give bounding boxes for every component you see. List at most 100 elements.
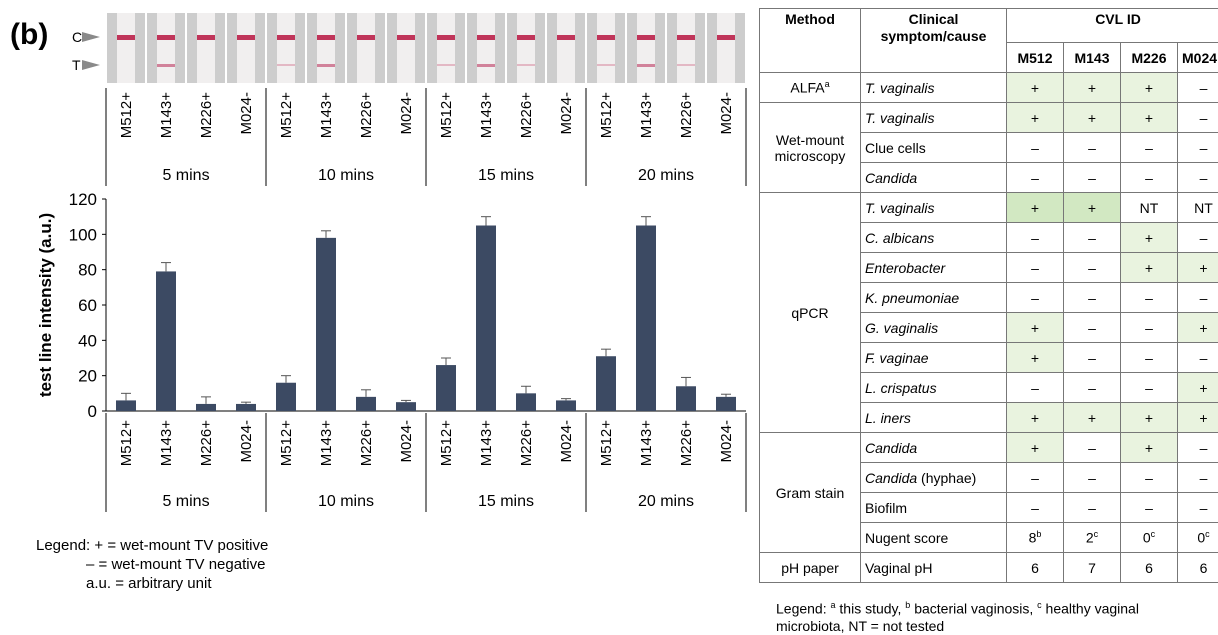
result-cell: – [1007, 223, 1064, 253]
result-cell: + [1121, 403, 1178, 433]
category-tick-label: M226+ [358, 92, 375, 139]
strip-test-line [517, 64, 535, 66]
strip-membrane [397, 13, 415, 83]
category-tick-label: M226+ [518, 92, 535, 139]
strip-control-line [397, 35, 415, 40]
symptom-cell: K. pneumoniae [861, 283, 1007, 313]
footnote-sup: c [1205, 529, 1210, 539]
method-cell: Gram stain [760, 433, 861, 553]
symptom-cell: Nugent score [861, 523, 1007, 553]
strip-control-line [357, 35, 375, 40]
footnote-sup: b [905, 600, 910, 610]
result-cell: + [1064, 103, 1121, 133]
result-cell: + [1007, 73, 1064, 103]
strip-control-line [317, 35, 335, 40]
strip-control-line [517, 35, 535, 40]
category-tick-label: M024- [718, 92, 735, 135]
footnote-sup: c [1151, 529, 1156, 539]
method-cell: Wet-mount microscopy [760, 103, 861, 193]
result-cell: – [1178, 163, 1218, 193]
result-cell: NT [1121, 193, 1178, 223]
result-cell: + [1178, 253, 1218, 283]
strip-membrane [157, 13, 175, 83]
symptom-cell: Clue cells [861, 133, 1007, 163]
result-cell: – [1064, 493, 1121, 523]
footnote-sup: b [1036, 529, 1041, 539]
category-tick-label: M512+ [438, 420, 455, 467]
result-cell: + [1178, 403, 1218, 433]
result-cell: – [1178, 433, 1218, 463]
bar [116, 400, 136, 411]
y-tick-label: 100 [69, 225, 97, 244]
category-tick-label: M226+ [198, 92, 215, 139]
category-tick-label: M024- [398, 92, 415, 135]
method-cell: qPCR [760, 193, 861, 433]
y-tick-label: 40 [78, 331, 97, 350]
category-tick-label: M143+ [478, 92, 495, 139]
result-cell: – [1007, 163, 1064, 193]
chart-legend-line-2: – = wet-mount TV negative [36, 555, 268, 574]
strip-control-line [717, 35, 735, 40]
result-cell: + [1007, 433, 1064, 463]
category-tick-label: M226+ [358, 420, 375, 467]
symptom-cell: L. crispatus [861, 373, 1007, 403]
bar [396, 402, 416, 411]
strip-membrane [197, 13, 215, 83]
bar [636, 226, 656, 412]
bar [716, 397, 736, 411]
result-cell: + [1121, 253, 1178, 283]
strip-membrane [517, 13, 535, 83]
result-cell: – [1121, 313, 1178, 343]
symptom-cell: Enterobacter [861, 253, 1007, 283]
result-cell: – [1178, 133, 1218, 163]
bar [516, 393, 536, 411]
strip-control-line [437, 35, 455, 40]
result-cell: – [1007, 463, 1064, 493]
bar [436, 365, 456, 411]
category-tick-label: M226+ [678, 92, 695, 139]
result-cell: – [1064, 313, 1121, 343]
result-cell: – [1064, 343, 1121, 373]
result-cell: – [1064, 463, 1121, 493]
category-tick-label: M226+ [678, 420, 695, 467]
group-label: 15 mins [478, 493, 534, 510]
bar [676, 386, 696, 411]
strip-membrane [557, 13, 575, 83]
symptom-cell: T. vaginalis [861, 103, 1007, 133]
strip-control-line [157, 35, 175, 40]
result-cell: – [1064, 253, 1121, 283]
header-id: M512 [1007, 43, 1064, 73]
symptom-cell: Candida (hyphae) [861, 463, 1007, 493]
strip-test-line [437, 64, 455, 66]
symptom-cell: Candida [861, 433, 1007, 463]
header-cvl-id: CVL ID [1007, 9, 1218, 43]
header-id: M143 [1064, 43, 1121, 73]
result-cell: – [1064, 373, 1121, 403]
strip-membrane [677, 13, 695, 83]
header-id: M226 [1121, 43, 1178, 73]
strip-control-line [477, 35, 495, 40]
result-cell: – [1121, 343, 1178, 373]
y-tick-label: 60 [78, 296, 97, 315]
category-tick-label: M143+ [158, 420, 175, 467]
strip-membrane [117, 13, 135, 83]
strip-marker-t: T [72, 57, 81, 73]
marker-arrow-c [82, 32, 100, 42]
bar [276, 383, 296, 411]
bar [556, 400, 576, 411]
bar [596, 356, 616, 411]
symptom-cell: C. albicans [861, 223, 1007, 253]
result-cell: 0c [1121, 523, 1178, 553]
strip-membrane [237, 13, 255, 83]
symptom-cell: G. vaginalis [861, 313, 1007, 343]
strip-test-line [277, 64, 295, 66]
result-cell: – [1178, 103, 1218, 133]
category-tick-label: M024- [238, 420, 255, 463]
strip-membrane [357, 13, 375, 83]
result-cell: – [1007, 283, 1064, 313]
strip-membrane [637, 13, 655, 83]
result-cell: – [1064, 223, 1121, 253]
category-tick-label: M143+ [318, 420, 335, 467]
